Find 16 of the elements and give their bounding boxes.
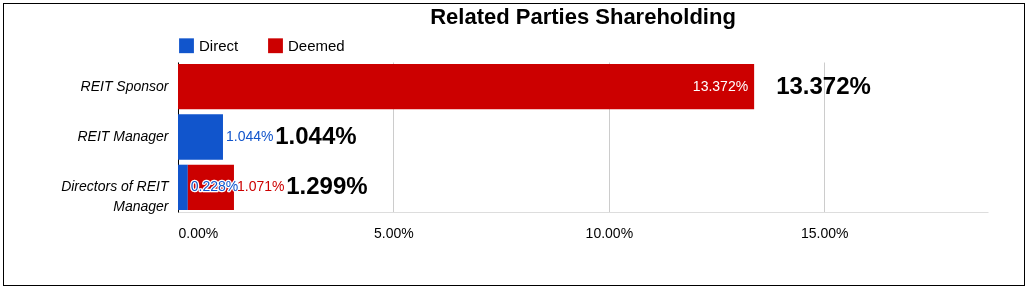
- legend-label: Deemed: [288, 36, 345, 54]
- total-label: 13.372%: [776, 71, 871, 99]
- x-tick-label: 0.00%: [178, 224, 219, 241]
- x-tick-label: 5.00%: [374, 224, 414, 241]
- data-label: 1.071%: [237, 178, 285, 195]
- chart-title: Related Parties Shareholding: [430, 4, 736, 29]
- y-tick-label: Directors of REIT Manager: [61, 178, 170, 215]
- legend-label: Direct: [199, 36, 239, 54]
- y-tick-label: REIT Manager: [77, 128, 170, 144]
- x-tick-label: 15.00%: [801, 224, 849, 241]
- data-label: 1.044%: [225, 128, 274, 144]
- total-label: 1.299%: [286, 172, 368, 200]
- y-tick-label: REIT Sponsor: [80, 77, 170, 94]
- data-label: 13.372%: [692, 77, 749, 94]
- total-label: 1.044%: [275, 122, 357, 149]
- x-tick-label: 10.00%: [585, 224, 634, 241]
